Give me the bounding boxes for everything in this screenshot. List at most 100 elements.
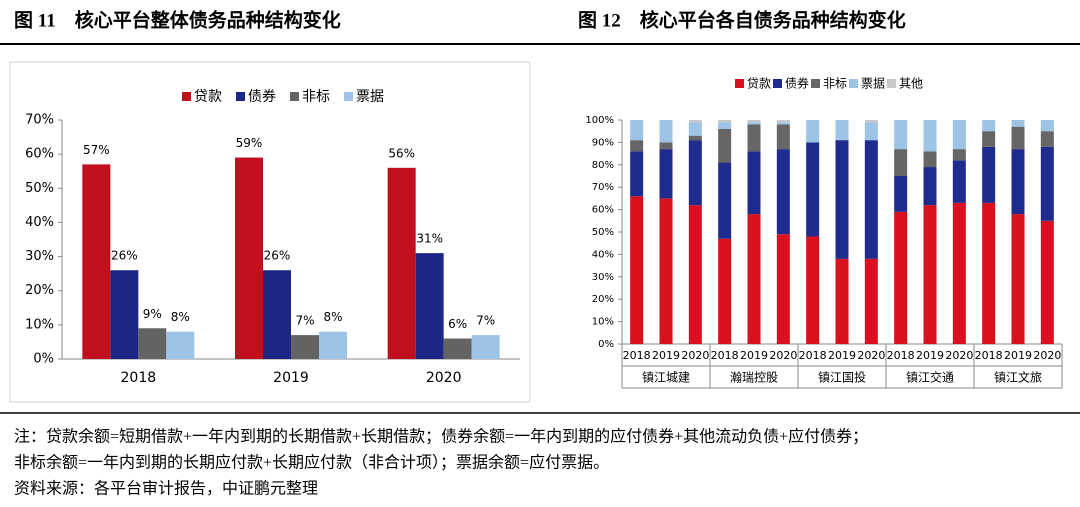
bar-segment <box>659 142 673 150</box>
bar-segment <box>1011 120 1025 127</box>
bar-segment <box>776 124 790 150</box>
bar-segment <box>747 214 761 344</box>
bar-segment <box>835 140 849 259</box>
y-tick-label: 30% <box>25 249 54 264</box>
x-tick-label: 2018 <box>799 349 827 362</box>
bar-segment <box>630 120 644 141</box>
bar-segment <box>1011 149 1025 215</box>
bar-segment <box>806 120 820 143</box>
legend-label: 其他 <box>899 77 923 91</box>
bar-segment <box>894 149 908 176</box>
legend-swatch <box>849 79 858 88</box>
bar-segment <box>747 120 761 123</box>
bar-segment <box>688 122 702 136</box>
bar <box>110 270 139 359</box>
value-label: 6% <box>448 317 467 331</box>
source: 资料来源：各平台审计报告，中证鹏元整理 <box>14 480 318 498</box>
bar-segment <box>923 120 937 152</box>
bar-segment <box>659 198 673 344</box>
group-label: 镇江城建 <box>642 371 690 385</box>
legend-label: 票据 <box>861 77 885 91</box>
bar <box>263 270 291 359</box>
bar-segment <box>982 202 996 344</box>
bar-segment <box>982 120 996 132</box>
bar-segment <box>835 258 849 344</box>
legend-label: 票据 <box>356 89 384 105</box>
bar <box>319 331 347 359</box>
bar-segment <box>806 236 820 344</box>
bar <box>166 331 195 359</box>
bar-segment <box>776 234 790 344</box>
y-tick-label: 90% <box>592 137 614 148</box>
y-tick-label: 60% <box>592 205 614 216</box>
bar-segment <box>923 151 937 168</box>
y-tick-label: 100% <box>585 115 614 126</box>
bar <box>138 328 167 359</box>
frame <box>9 61 531 403</box>
x-tick-label: 2020 <box>857 349 885 362</box>
group-label: 镇江国投 <box>818 370 866 385</box>
bar-segment <box>894 176 908 212</box>
y-tick-label: 10% <box>592 317 614 328</box>
y-tick-label: 0% <box>33 352 54 367</box>
bar-segment <box>688 205 702 344</box>
bar-segment <box>864 258 878 344</box>
x-tick-label: 2019 <box>828 349 856 362</box>
bar-segment <box>718 238 732 344</box>
x-tick-label: 2018 <box>887 349 915 362</box>
bar <box>235 157 263 359</box>
bar-segment <box>952 149 966 161</box>
legend-label: 非标 <box>823 77 847 91</box>
x-tick-label: 2019 <box>273 370 309 386</box>
bar-segment <box>894 211 908 344</box>
bar <box>443 338 472 359</box>
y-tick-label: 40% <box>25 215 54 230</box>
legend-swatch <box>182 92 191 101</box>
legend-swatch <box>735 79 744 88</box>
value-label: 8% <box>171 310 190 324</box>
bar-segment <box>776 149 790 235</box>
bar-segment <box>630 140 644 152</box>
y-tick-label: 0% <box>598 339 614 350</box>
x-tick-label: 2020 <box>681 349 709 362</box>
legend-swatch <box>290 92 299 101</box>
x-tick-label: 2018 <box>711 349 739 362</box>
bar-segment <box>776 122 790 125</box>
y-tick-label: 30% <box>592 272 614 283</box>
figure-title: 图 12 核心平台各自债务品种结构变化 <box>578 8 906 31</box>
bar-segment <box>982 131 996 147</box>
bar-segment <box>923 205 937 344</box>
y-tick-label: 50% <box>25 181 54 196</box>
legend-label: 贷款 <box>194 89 222 105</box>
legend-label: 贷款 <box>747 77 771 91</box>
bar-segment <box>718 162 732 239</box>
bar-segment <box>688 120 702 123</box>
value-label: 56% <box>388 146 415 160</box>
value-label: 26% <box>111 249 138 263</box>
bar-segment <box>659 149 673 199</box>
legend-swatch <box>811 79 820 88</box>
x-tick-label: 2018 <box>623 349 651 362</box>
value-label: 8% <box>323 310 342 324</box>
bar-segment <box>747 122 761 125</box>
bar-segment <box>923 167 937 206</box>
bar-segment <box>1011 126 1025 150</box>
x-tick-label: 2020 <box>769 349 797 362</box>
note: 非标余额=一年内到期的长期应付款+长期应付款（非合计项）；票据余额=应付票据。 <box>14 453 609 472</box>
value-label: 26% <box>264 249 291 263</box>
bar-segment <box>1040 131 1054 147</box>
y-tick-label: 20% <box>592 294 614 305</box>
bar-segment <box>747 124 761 152</box>
bar-segment <box>894 120 908 150</box>
y-tick-label: 40% <box>592 249 614 260</box>
bar-segment <box>630 151 644 197</box>
legend-swatch <box>236 92 245 101</box>
bar <box>291 335 319 359</box>
x-tick-label: 2019 <box>916 349 944 362</box>
x-tick-label: 2020 <box>945 349 973 362</box>
bar-segment <box>688 135 702 141</box>
bar-segment <box>718 122 732 129</box>
legend-label: 债券 <box>248 89 276 105</box>
